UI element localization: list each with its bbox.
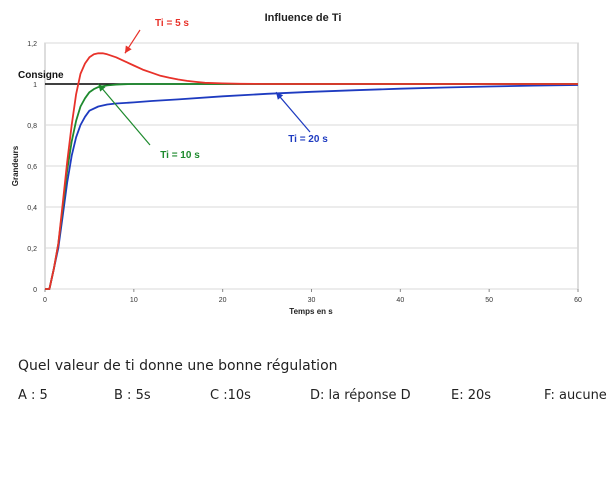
y-axis-ticks: 0 0,2 0,4 0,6 0,8 1 1,2 (27, 41, 37, 294)
series-line-3 (45, 84, 579, 290)
x-tick-label: 10 (130, 297, 138, 304)
y-tick-label: 1,2 (27, 41, 37, 48)
answer-option-c[interactable]: C :10s (210, 388, 251, 403)
consigne-label: Consigne (18, 70, 64, 81)
annotation-arrowhead (124, 45, 132, 54)
annotation-label: Ti = 5 s (155, 18, 189, 29)
annotation-arrow-line (275, 91, 311, 133)
answer-option-e[interactable]: E: 20s (451, 388, 492, 403)
answer-option-f[interactable]: F: aucune (544, 388, 607, 403)
x-tick-label: 0 (43, 297, 47, 304)
annotation-label: Ti = 10 s (160, 150, 200, 161)
annotation-arrowhead (275, 92, 284, 100)
chart: Influence de Ti 0 0,2 0,4 0,6 0,8 1 1,2 0 10 20 3… (11, 12, 582, 316)
answer-option-d[interactable]: D: la réponse D (310, 388, 411, 403)
x-tick-label: 40 (396, 297, 404, 304)
series-line-1 (45, 52, 578, 290)
x-tick-label: 50 (485, 297, 493, 304)
annotation-label: Ti = 20 s (288, 134, 328, 145)
annotations: Ti = 5 s Ti = 10 s Ti = 20 s (97, 18, 328, 161)
answer-option-b[interactable]: B : 5s (114, 388, 151, 403)
x-tick-label: 30 (308, 297, 316, 304)
answer-options: A : 5 B : 5s C :10s D: la réponse D E: 2… (18, 388, 614, 408)
y-tick-label: 0,6 (27, 164, 37, 171)
annotation-arrowhead (98, 84, 106, 92)
answer-option-a[interactable]: A : 5 (18, 388, 48, 403)
annotation-arrow-line (97, 83, 151, 146)
chart-title: Influence de Ti (265, 12, 342, 24)
y-tick-label: 1 (33, 82, 37, 89)
plot-area: 0 0,2 0,4 0,6 0,8 1 1,2 0 10 20 30 40 50 60 Consigne… (18, 18, 582, 304)
y-tick-label: 0,8 (27, 123, 37, 130)
y-tick-label: 0,4 (27, 205, 37, 212)
x-axis-label: Temps en s (289, 307, 333, 316)
y-tick-label: 0 (33, 287, 37, 294)
y-axis-label: Grandeurs (11, 145, 20, 186)
y-tick-label: 0,2 (27, 246, 37, 253)
x-tick-label: 20 (219, 297, 227, 304)
x-axis-ticks: 0 10 20 30 40 50 60 (43, 289, 582, 304)
question-text: Quel valeur de ti donne une bonne régula… (18, 358, 338, 374)
x-tick-label: 60 (574, 297, 582, 304)
series-lines (45, 52, 579, 290)
